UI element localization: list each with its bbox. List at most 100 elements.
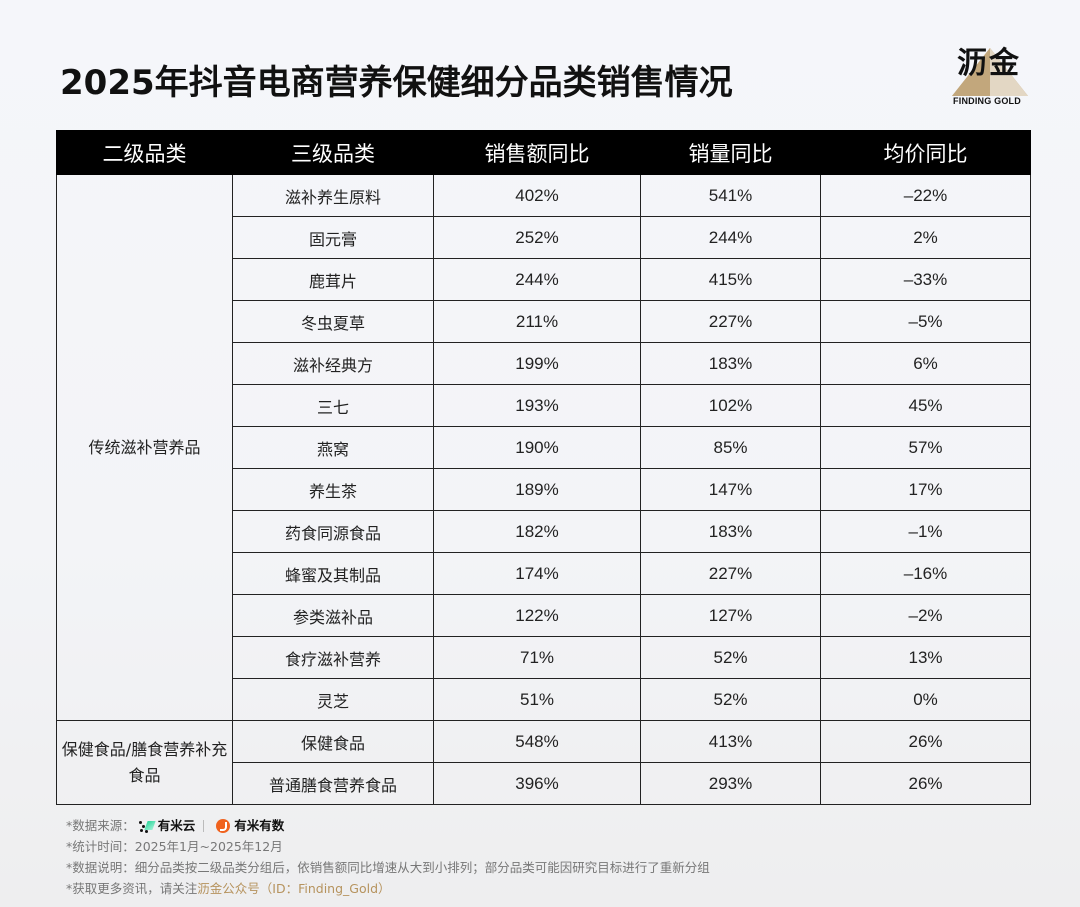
table-row: 保健食品/膳食营养补充食品 保健食品 548% 413% 26% — [56, 720, 1031, 805]
volume-yoy-cell: 183% — [640, 342, 821, 385]
more-info-prefix: *获取更多资讯，请关注 — [66, 881, 198, 896]
category-cell: 燕窝 — [232, 426, 434, 469]
table-row: 传统滋补营养品 滋补养生原料 402% 541% –22% — [56, 174, 1031, 721]
price-yoy-cell: 17% — [820, 468, 1031, 511]
table-row: 燕窝 190% 85% 57% — [57, 426, 1031, 469]
brand-logo: 沥金 FINDING GOLD — [946, 38, 1028, 110]
category-cell: 固元膏 — [232, 216, 434, 259]
category-cell: 蜂蜜及其制品 — [232, 552, 434, 595]
table-row: 三七 193% 102% 45% — [57, 384, 1031, 427]
price-yoy-cell: –33% — [820, 258, 1031, 301]
youmiyun-icon — [138, 819, 156, 833]
group-cell: 传统滋补营养品 — [56, 174, 233, 721]
category-cell: 参类滋补品 — [232, 594, 434, 637]
table-row: 参类滋补品 122% 127% –2% — [57, 594, 1031, 637]
category-cell: 食疗滋补营养 — [232, 636, 434, 679]
note-description: *数据说明：细分品类按二级品类分组后，依销售额同比增速从大到小排列；部分品类可能… — [66, 860, 710, 875]
table-row: 食疗滋补营养 71% 52% 13% — [57, 636, 1031, 679]
sales-yoy-cell: 71% — [433, 636, 641, 679]
price-yoy-cell: 57% — [820, 426, 1031, 469]
table-header-row: 二级品类 三级品类 销售额同比 销量同比 均价同比 — [56, 130, 1031, 175]
source-label: *数据来源： — [66, 818, 135, 833]
price-yoy-cell: 13% — [820, 636, 1031, 679]
sales-yoy-cell: 189% — [433, 468, 641, 511]
volume-yoy-cell: 127% — [640, 594, 821, 637]
sales-yoy-cell: 244% — [433, 258, 641, 301]
sales-yoy-cell: 122% — [433, 594, 641, 637]
category-cell: 冬虫夏草 — [232, 300, 434, 343]
category-cell: 保健食品 — [232, 720, 434, 763]
volume-yoy-cell: 244% — [640, 216, 821, 259]
youmiyoushu-icon — [216, 818, 231, 833]
youmiyun-text: 有米云 — [157, 818, 196, 833]
youmiyoushu-text: 有米有数 — [234, 818, 285, 833]
col-header-volume-yoy: 销量同比 — [640, 130, 821, 175]
category-cell: 药食同源食品 — [232, 510, 434, 553]
sales-yoy-cell: 211% — [433, 300, 641, 343]
volume-yoy-cell: 52% — [640, 678, 821, 721]
table-row: 药食同源食品 182% 183% –1% — [57, 510, 1031, 553]
table-row: 鹿茸片 244% 415% –33% — [57, 258, 1031, 301]
table-row: 养生茶 189% 147% 17% — [57, 468, 1031, 511]
note-period: *统计时间：2025年1月~2025年12月 — [66, 839, 283, 854]
col-header-price-yoy: 均价同比 — [820, 130, 1031, 175]
table-row: 冬虫夏草 211% 227% –5% — [57, 300, 1031, 343]
volume-yoy-cell: 85% — [640, 426, 821, 469]
volume-yoy-cell: 147% — [640, 468, 821, 511]
col-header-level2: 二级品类 — [56, 130, 233, 175]
volume-yoy-cell: 52% — [640, 636, 821, 679]
category-cell: 普通膳食营养食品 — [232, 762, 434, 805]
volume-yoy-cell: 102% — [640, 384, 821, 427]
note-more-info: *获取更多资讯，请关注 沥金公众号（ID：Finding_Gold） — [66, 878, 710, 899]
sales-yoy-cell: 396% — [433, 762, 641, 805]
category-cell: 三七 — [232, 384, 434, 427]
wechat-account-link[interactable]: 沥金公众号（ID：Finding_Gold） — [197, 881, 391, 896]
volume-yoy-cell: 227% — [640, 552, 821, 595]
category-cell: 灵芝 — [232, 678, 434, 721]
price-yoy-cell: –16% — [820, 552, 1031, 595]
youmiyoushu-logo: 有米有数 — [216, 815, 284, 836]
price-yoy-cell: 6% — [820, 342, 1031, 385]
table-row: 固元膏 252% 244% 2% — [57, 216, 1031, 259]
group-cell: 保健食品/膳食营养补充食品 — [56, 720, 233, 805]
price-yoy-cell: 45% — [820, 384, 1031, 427]
sales-yoy-cell: 51% — [433, 678, 641, 721]
sales-yoy-cell: 548% — [433, 720, 641, 763]
price-yoy-cell: 26% — [820, 720, 1031, 763]
mountain-shade — [990, 48, 1028, 96]
volume-yoy-cell: 541% — [640, 174, 821, 217]
category-cell: 滋补养生原料 — [232, 174, 434, 217]
col-header-sales-yoy: 销售额同比 — [433, 130, 641, 175]
price-yoy-cell: –5% — [820, 300, 1031, 343]
divider — [203, 819, 205, 832]
category-cell: 滋补经典方 — [232, 342, 434, 385]
price-yoy-cell: 2% — [820, 216, 1031, 259]
volume-yoy-cell: 415% — [640, 258, 821, 301]
footnotes: *数据来源： 有米云 有米有数 *统计时间：2025年1月~2025年12月 *… — [66, 815, 710, 899]
sales-yoy-cell: 199% — [433, 342, 641, 385]
volume-yoy-cell: 413% — [640, 720, 821, 763]
sales-yoy-cell: 190% — [433, 426, 641, 469]
table-row: 普通膳食营养食品 396% 293% 26% — [57, 762, 1031, 805]
price-yoy-cell: 26% — [820, 762, 1031, 805]
price-yoy-cell: –1% — [820, 510, 1031, 553]
youmiyun-logo: 有米云 — [138, 815, 196, 836]
table-row: 滋补经典方 199% 183% 6% — [57, 342, 1031, 385]
sales-yoy-cell: 193% — [433, 384, 641, 427]
volume-yoy-cell: 293% — [640, 762, 821, 805]
sales-yoy-cell: 252% — [433, 216, 641, 259]
sales-table: 二级品类 三级品类 销售额同比 销量同比 均价同比 传统滋补营养品 滋补养生原料 4… — [56, 130, 1031, 805]
volume-yoy-cell: 227% — [640, 300, 821, 343]
logo-cn-text: 沥金 — [957, 46, 1021, 81]
sales-yoy-cell: 182% — [433, 510, 641, 553]
note-source: *数据来源： 有米云 有米有数 — [66, 815, 710, 836]
category-cell: 养生茶 — [232, 468, 434, 511]
page-title: 2025年抖音电商营养保健细分品类销售情况 — [60, 63, 733, 103]
volume-yoy-cell: 183% — [640, 510, 821, 553]
logo-en-text: FINDING GOLD — [953, 96, 1021, 106]
price-yoy-cell: –22% — [820, 174, 1031, 217]
sales-yoy-cell: 174% — [433, 552, 641, 595]
table-row: 灵芝 51% 52% 0% — [57, 678, 1031, 721]
sales-yoy-cell: 402% — [433, 174, 641, 217]
category-cell: 鹿茸片 — [232, 258, 434, 301]
